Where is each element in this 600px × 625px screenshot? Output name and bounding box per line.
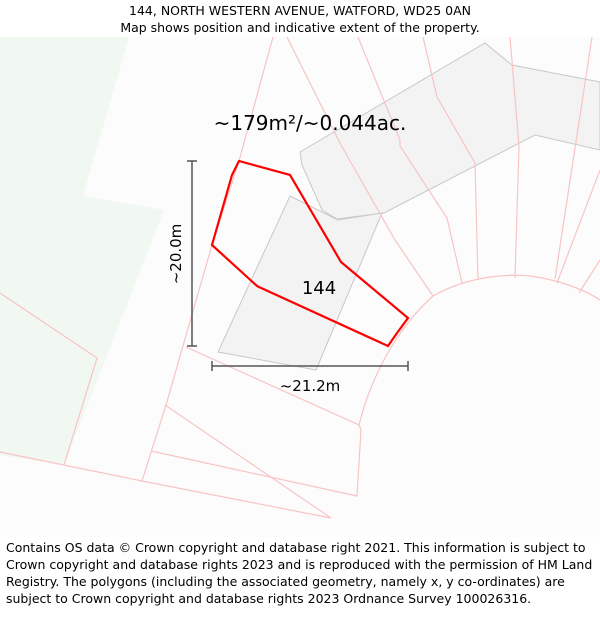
green-area bbox=[0, 37, 164, 465]
copyright-attribution: Contains OS data © Crown copyright and d… bbox=[6, 540, 593, 606]
plot-number-label: 144 bbox=[302, 278, 336, 299]
buildings bbox=[217, 42, 600, 371]
property-map[interactable]: ~179m²/~0.044ac. 144 ~20.0m ~21.2m bbox=[0, 37, 600, 537]
area-label: ~179m²/~0.044ac. bbox=[214, 111, 407, 135]
height-label: ~20.0m bbox=[167, 224, 185, 285]
building-144 bbox=[217, 195, 383, 371]
building-terrace bbox=[299, 42, 600, 220]
width-measure bbox=[211, 361, 409, 371]
property-address: 144, NORTH WESTERN AVENUE, WATFORD, WD25… bbox=[129, 3, 471, 18]
height-measure bbox=[187, 160, 197, 347]
map-subtitle: Map shows position and indicative extent… bbox=[120, 20, 480, 35]
property-boundary[interactable] bbox=[210, 159, 410, 348]
map-header: 144, NORTH WESTERN AVENUE, WATFORD, WD25… bbox=[0, 0, 600, 37]
land-boundaries bbox=[0, 37, 600, 519]
width-label: ~21.2m bbox=[280, 377, 341, 395]
